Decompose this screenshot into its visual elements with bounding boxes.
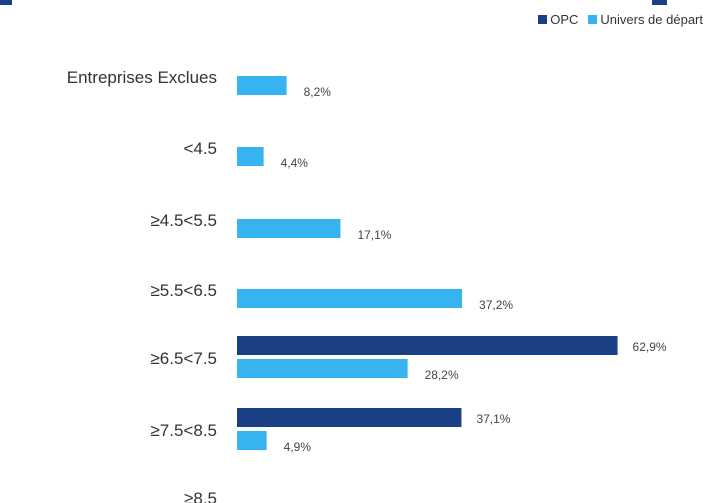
bar-opc [237, 408, 462, 427]
data-label: 37,2% [479, 298, 513, 312]
legend-swatch-opc [538, 15, 548, 24]
data-label: 28,2% [425, 368, 459, 382]
category-label: ≥8.5 [184, 489, 217, 503]
legend-swatch-univers [588, 15, 598, 24]
category-label: ≥7.5<8.5 [150, 421, 217, 440]
legend: OPC Univers de départ [538, 12, 703, 27]
bar-univers [237, 289, 463, 308]
data-label: 62,9% [633, 340, 667, 354]
legend-label-opc: OPC [550, 12, 579, 27]
data-label: 17,1% [357, 228, 391, 242]
category-label: Entreprises Exclues [67, 68, 217, 87]
category-label: <4.5 [183, 139, 217, 158]
bar-opc [237, 336, 618, 355]
data-label: 37,1% [476, 412, 510, 426]
data-label: 4,4% [281, 156, 309, 170]
category-label: ≥6.5<7.5 [150, 349, 217, 368]
data-label: 8,2% [304, 85, 332, 99]
accent-segment [0, 0, 12, 5]
data-label: 4,9% [284, 440, 312, 454]
category-label: ≥5.5<6.5 [150, 281, 217, 300]
bar-univers [237, 431, 267, 450]
top-accent-line [0, 0, 711, 5]
legend-label-univers: Univers de départ [600, 12, 703, 27]
bar-univers [237, 219, 341, 238]
bar-univers [237, 147, 264, 166]
legend-item-opc: OPC [538, 12, 578, 27]
bar-univers [237, 359, 408, 378]
category-label: ≥4.5<5.5 [150, 211, 217, 230]
accent-segment [652, 0, 667, 5]
bar-univers [237, 76, 287, 95]
legend-item-univers: Univers de départ [588, 12, 703, 27]
